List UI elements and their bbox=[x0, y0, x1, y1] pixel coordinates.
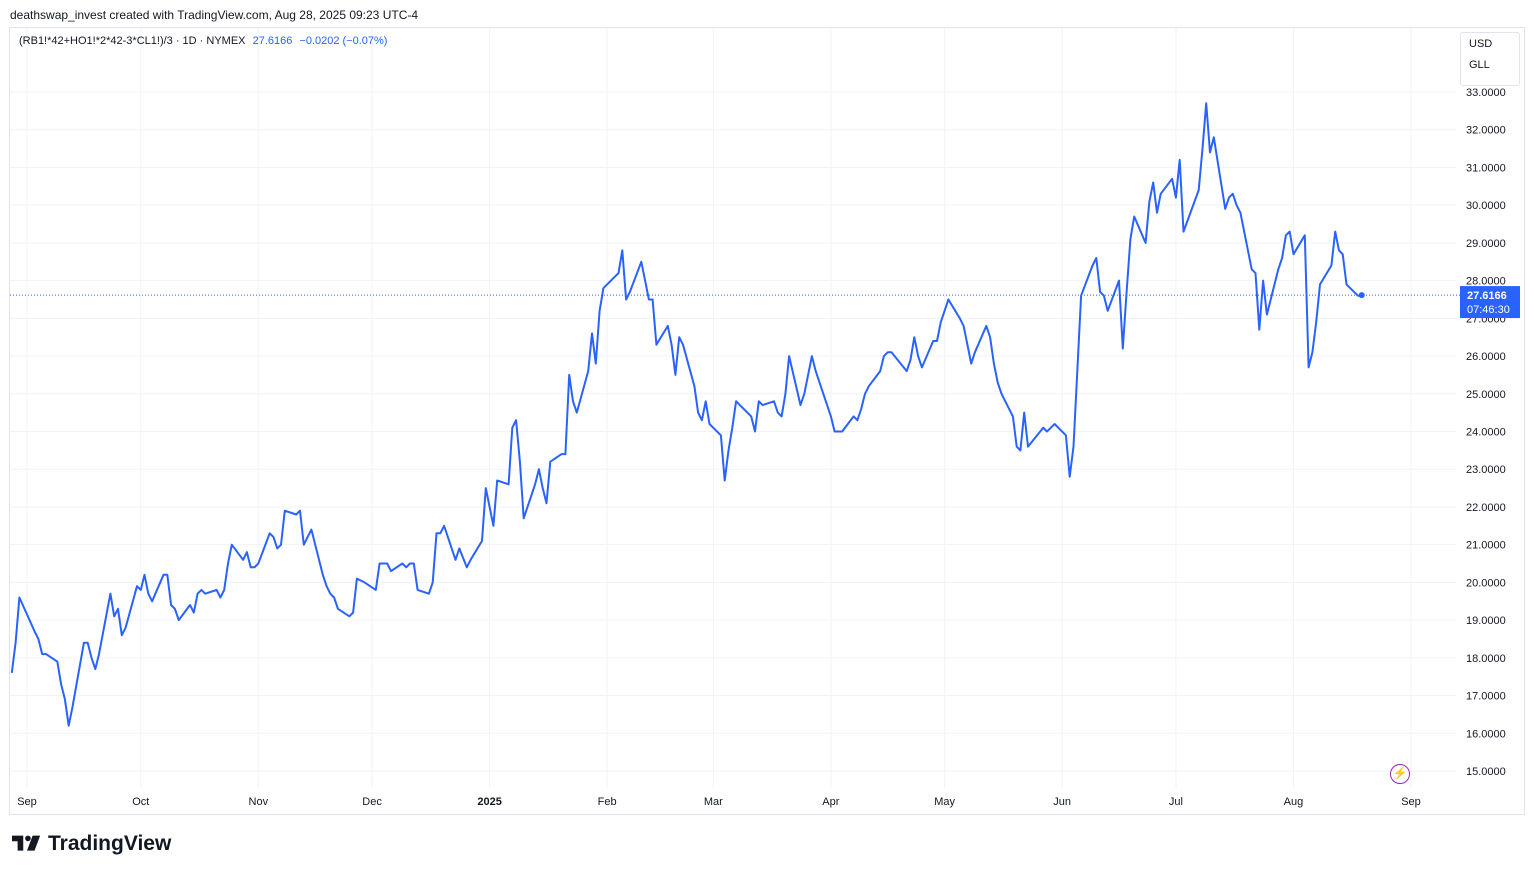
tradingview-logo-icon bbox=[12, 835, 41, 851]
brand-name: TradingView bbox=[48, 832, 172, 855]
price-axis: 15.0000 16.0000 17.0000 18.0000 19.0000 20.00… bbox=[1466, 87, 1506, 778]
legend-symbol[interactable]: (RB1!*42+HO1!*2*42-3*CL1!)/3 · 1D · NYME… bbox=[19, 35, 246, 47]
x-tick-label: Sep bbox=[1401, 796, 1421, 808]
y-tick-label: 16.0000 bbox=[1466, 728, 1506, 740]
x-tick-label: Apr bbox=[822, 796, 839, 808]
x-tick-label: 2025 bbox=[477, 796, 501, 808]
y-tick-label: 20.0000 bbox=[1466, 577, 1506, 589]
x-tick-label: May bbox=[934, 796, 955, 808]
legend-last-value: 27.6166 bbox=[252, 35, 293, 47]
x-tick-label: Sep bbox=[17, 796, 37, 808]
x-tick-label: Nov bbox=[249, 796, 269, 808]
last-price-value: 27.6166 bbox=[1467, 290, 1507, 302]
legend: (RB1!*42+HO1!*2*42-3*CL1!)/3 · 1D · NYME… bbox=[19, 35, 387, 47]
grid bbox=[10, 28, 1456, 788]
y-tick-label: 18.0000 bbox=[1466, 653, 1506, 665]
legend-change: −0.0202 (−0.07%) bbox=[299, 35, 388, 47]
currency-menu[interactable]: USD GLL bbox=[1460, 32, 1520, 86]
x-tick-label: Aug bbox=[1284, 796, 1304, 808]
y-tick-label: 23.0000 bbox=[1466, 464, 1506, 476]
tradingview-logo[interactable]: TradingView bbox=[12, 832, 171, 856]
y-tick-label: 33.0000 bbox=[1466, 87, 1506, 99]
y-tick-label: 22.0000 bbox=[1466, 502, 1506, 514]
lightning-icon[interactable]: ⚡ bbox=[1390, 764, 1410, 784]
y-tick-label: 19.0000 bbox=[1466, 615, 1506, 627]
y-tick-label: 25.0000 bbox=[1466, 389, 1506, 401]
x-tick-label: Mar bbox=[704, 796, 723, 808]
y-tick-label: 28.0000 bbox=[1466, 276, 1506, 288]
y-tick-label: 24.0000 bbox=[1466, 427, 1506, 439]
y-tick-label: 29.0000 bbox=[1466, 238, 1506, 250]
last-point-marker bbox=[1358, 292, 1365, 299]
y-tick-label: 30.0000 bbox=[1466, 200, 1506, 212]
y-tick-label: 17.0000 bbox=[1466, 691, 1506, 703]
y-tick-label: 15.0000 bbox=[1466, 766, 1506, 778]
x-tick-label: Jun bbox=[1053, 796, 1071, 808]
y-tick-label: 26.0000 bbox=[1466, 351, 1506, 363]
y-tick-label: 31.0000 bbox=[1466, 162, 1506, 174]
y-tick-label: 32.0000 bbox=[1466, 125, 1506, 137]
time-axis: Sep Oct Nov Dec 2025 Feb Mar Apr May Jun Jul Aug Sep bbox=[17, 796, 1421, 808]
bar-countdown: 07:46:30 bbox=[1467, 304, 1510, 316]
y-tick-label: 21.0000 bbox=[1466, 540, 1506, 552]
chart-frame[interactable] bbox=[9, 27, 1525, 815]
currency-option-usd[interactable]: USD bbox=[1469, 38, 1493, 50]
x-tick-label: Feb bbox=[598, 796, 617, 808]
last-price-label: 27.6166 07:46:30 bbox=[1460, 286, 1520, 319]
currency-option-gll[interactable]: GLL bbox=[1469, 59, 1490, 71]
x-tick-label: Oct bbox=[132, 796, 149, 808]
x-tick-label: Dec bbox=[362, 796, 382, 808]
series-line bbox=[10, 102, 1362, 727]
chart-credit: deathswap_invest created with TradingVie… bbox=[10, 8, 419, 22]
x-tick-label: Jul bbox=[1169, 796, 1183, 808]
